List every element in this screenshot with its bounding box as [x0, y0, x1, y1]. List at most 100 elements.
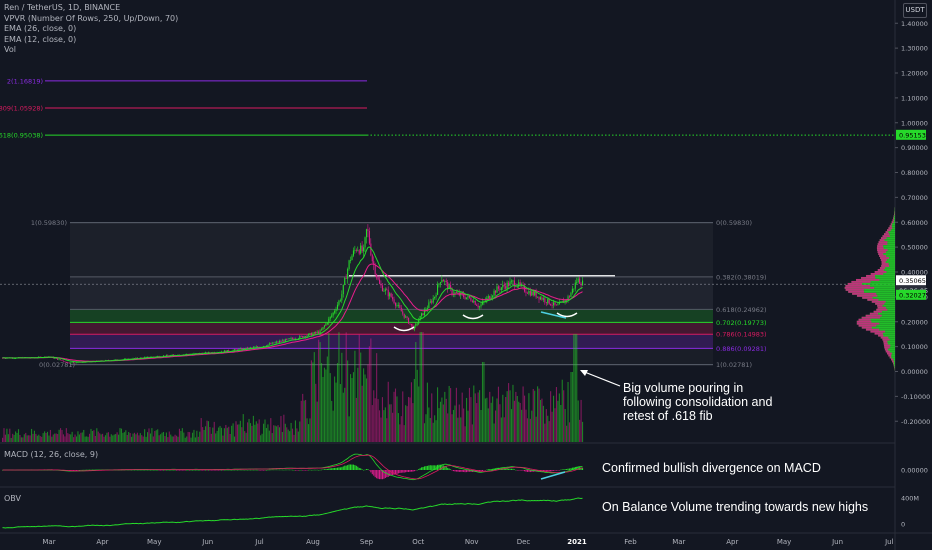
candle-body-240: [350, 260, 352, 261]
macd-hist-326: [474, 470, 476, 472]
currency-button[interactable]: USDT: [903, 3, 927, 18]
macd-hist-95: [139, 469, 141, 471]
candle-body-197: [287, 338, 289, 340]
candle-body-43: [64, 361, 66, 363]
volume-bar-114: [167, 437, 169, 442]
candle-body-327: [476, 304, 478, 306]
candle-body-247: [360, 245, 362, 254]
candle-body-340: [495, 290, 497, 293]
ema26-label[interactable]: EMA (26, close, 0): [4, 24, 77, 33]
macd-hist-381: [554, 470, 556, 471]
macd-hist-131: [191, 469, 194, 471]
macd-hist-318: [463, 470, 465, 472]
candle-body-228: [332, 312, 334, 316]
volume-bar-213: [310, 360, 312, 442]
macd-hist-143: [209, 470, 211, 471]
x-tick-label-13: Apr: [726, 538, 738, 546]
volume-bar-40: [60, 428, 62, 442]
volume-bar-382: [555, 387, 557, 442]
volume-bar-301: [438, 408, 440, 442]
candle-body-335: [487, 296, 489, 298]
volume-bar-384: [558, 393, 560, 442]
volume-bar-104: [152, 436, 154, 442]
symbol-label[interactable]: Ren / TetherUS, 1D, BINANCE: [4, 3, 121, 12]
vpvr-bar-up-59: [858, 324, 895, 327]
y-tick-label-10: 0.40000: [901, 269, 928, 277]
candle-body-173: [252, 347, 254, 348]
volume-bar-108: [158, 435, 160, 442]
vpvr-bar-up-13: [883, 233, 895, 236]
macd-tick-label: 0.00000: [901, 467, 928, 475]
volume-bar-215: [313, 352, 315, 442]
macd-hist-121: [177, 470, 179, 471]
macd-hist-89: [131, 469, 133, 471]
macd-label[interactable]: MACD (12, 26, close, 9): [4, 450, 99, 459]
volume-bar-363: [528, 393, 530, 442]
candle-body-187: [273, 342, 275, 344]
vpvr-bar-down-29: [881, 265, 890, 267]
candle-body-314: [457, 292, 459, 294]
macd-hist-196: [286, 469, 288, 471]
macd-hist-217: [316, 469, 318, 471]
macd-hist-256: [373, 470, 375, 476]
candle-body-296: [431, 301, 433, 303]
candle-body-345: [502, 284, 504, 288]
volume-bar-338: [492, 396, 494, 442]
macd-hist-391: [568, 468, 571, 470]
volume-bar-309: [450, 388, 452, 442]
volume-bar-64: [94, 435, 96, 442]
macd-hist-285: [415, 470, 417, 471]
ema12-line: [2, 246, 583, 363]
vol-label[interactable]: Vol: [4, 45, 16, 54]
volume-bar-314: [457, 417, 459, 442]
macd-hist-172: [251, 469, 253, 471]
candle-body-376: [547, 298, 549, 304]
candle-body-49: [73, 362, 75, 364]
vpvr-label[interactable]: VPVR (Number Of Rows, 250, Up/Down, 70): [4, 13, 179, 23]
volume-annotation: Big volume pouring in following consolid…: [623, 381, 772, 423]
fib-label-10: 0(0.02781): [39, 361, 75, 369]
volume-bar-169: [247, 422, 249, 442]
candle-body-246: [358, 250, 360, 254]
vpvr-bar-down-75: [889, 356, 892, 359]
macd-hist-287: [418, 469, 420, 470]
vpvr-bar-down-72: [885, 350, 890, 353]
obv-label[interactable]: OBV: [4, 494, 22, 503]
macd-hist-387: [563, 469, 565, 470]
vpvr-bar-down-8: [890, 223, 893, 226]
volume-bar-237: [345, 332, 347, 442]
macd-hist-354: [515, 469, 517, 471]
candle-body-355: [516, 286, 518, 288]
macd-hist-350: [509, 468, 511, 470]
candle-body-361: [525, 291, 527, 293]
volume-bar-264: [384, 407, 386, 442]
macd-hist-101: [148, 469, 150, 471]
volume-bar-206: [300, 400, 302, 442]
candle-body-143: [209, 352, 211, 354]
candle-body-193: [281, 340, 283, 342]
macd-hist-337: [490, 469, 492, 470]
volume-bar-118: [173, 436, 175, 442]
volume-bar-289: [421, 332, 423, 442]
macd-hist-360: [524, 470, 526, 472]
candle-body-238: [347, 269, 349, 279]
volume-bar-273: [397, 413, 399, 442]
macd-hist-159: [232, 469, 234, 471]
volume-bar-355: [516, 395, 518, 442]
vpvr-bar-down-23: [878, 253, 884, 255]
volume-bar-182: [265, 428, 267, 442]
macd-hist-379: [551, 470, 553, 472]
volume-bar-140: [205, 426, 207, 442]
candle-body-40: [60, 359, 62, 361]
macd-hist-139: [203, 470, 205, 471]
macd-hist-199: [290, 469, 292, 471]
ema12-label[interactable]: EMA (12, close, 0): [4, 34, 77, 44]
x-tick-label-5: Aug: [306, 538, 320, 546]
vpvr-bar-down-38: [847, 282, 863, 285]
vpvr-bar-down-73: [886, 352, 892, 355]
candle-body-342: [497, 286, 499, 289]
candle-body-258: [376, 274, 378, 278]
volume-bar-397: [577, 400, 579, 442]
macd-hist-220: [321, 469, 323, 471]
